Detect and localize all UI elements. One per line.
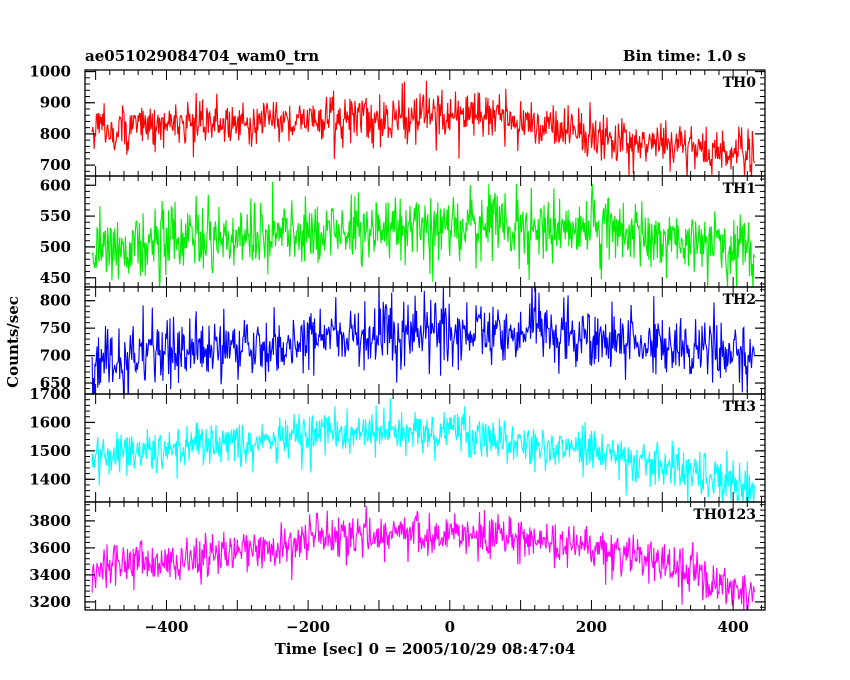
x-axis-label: Time [sec] 0 = 2005/10/29 08:47:04 — [275, 640, 576, 658]
panel-th0123: TH0123 3200 3400 3600 3800 — [29, 501, 766, 611]
y-tick-label: 1400 — [29, 470, 71, 488]
series-line-th2 — [91, 287, 755, 394]
y-tick-label: 550 — [40, 207, 71, 225]
panel-label: TH1 — [723, 181, 756, 197]
chart-title: ae051029084704_wam0_trn — [85, 47, 319, 65]
y-tick-label: 450 — [40, 269, 71, 287]
panel-label: TH0123 — [693, 507, 756, 523]
y-tick-label: 1600 — [29, 413, 71, 431]
y-axis-label: Counts/sec — [4, 296, 22, 388]
panel-th2: TH2 650 700 750 800 — [40, 286, 766, 395]
y-tick-label: 3800 — [29, 512, 71, 530]
y-tick-label: 1700 — [29, 385, 71, 403]
series-line-th3 — [91, 398, 755, 502]
panels-layer: TH0 700 800 900 1000 TH1 450 500 550 600 TH2 650 700… — [29, 63, 766, 636]
panel-th1: TH1 450 500 550 600 — [40, 175, 766, 288]
x-tick-label: 400 — [717, 618, 748, 636]
y-tick-label: 3600 — [29, 539, 71, 557]
y-tick-label: 700 — [40, 156, 71, 174]
panel-th3: TH3 1400 1500 1600 1700 — [29, 385, 766, 503]
y-tick-label: 3400 — [29, 566, 71, 584]
x-tick-label: 200 — [576, 618, 607, 636]
bin-time-label: Bin time: 1.0 s — [623, 47, 746, 65]
y-tick-label: 900 — [40, 94, 71, 112]
y-tick-label: 1000 — [29, 63, 71, 81]
y-tick-label: 3200 — [29, 593, 71, 611]
series-line-th1 — [91, 181, 755, 287]
series-line-th0 — [91, 80, 755, 176]
y-tick-label: 750 — [40, 319, 71, 337]
y-tick-label: 600 — [40, 176, 71, 194]
panel-frame — [84, 501, 766, 611]
panel-frame — [84, 393, 766, 503]
y-tick-label: 650 — [40, 374, 71, 392]
series-line-th0123 — [91, 505, 755, 610]
panel-label: TH0 — [723, 75, 757, 91]
y-tick-label: 800 — [40, 125, 71, 143]
y-tick-label: 500 — [40, 238, 71, 256]
y-tick-label: 700 — [40, 347, 71, 365]
panel-label: TH2 — [723, 292, 756, 308]
y-tick-label: 800 — [40, 292, 71, 310]
panel-label: TH3 — [723, 399, 756, 415]
x-tick-label: 0 — [445, 618, 455, 636]
x-tick-label: −200 — [286, 618, 330, 636]
y-tick-label: 1500 — [29, 442, 71, 460]
x-tick-label: −400 — [145, 618, 189, 636]
panel-th0: TH0 700 800 900 1000 — [29, 63, 766, 177]
